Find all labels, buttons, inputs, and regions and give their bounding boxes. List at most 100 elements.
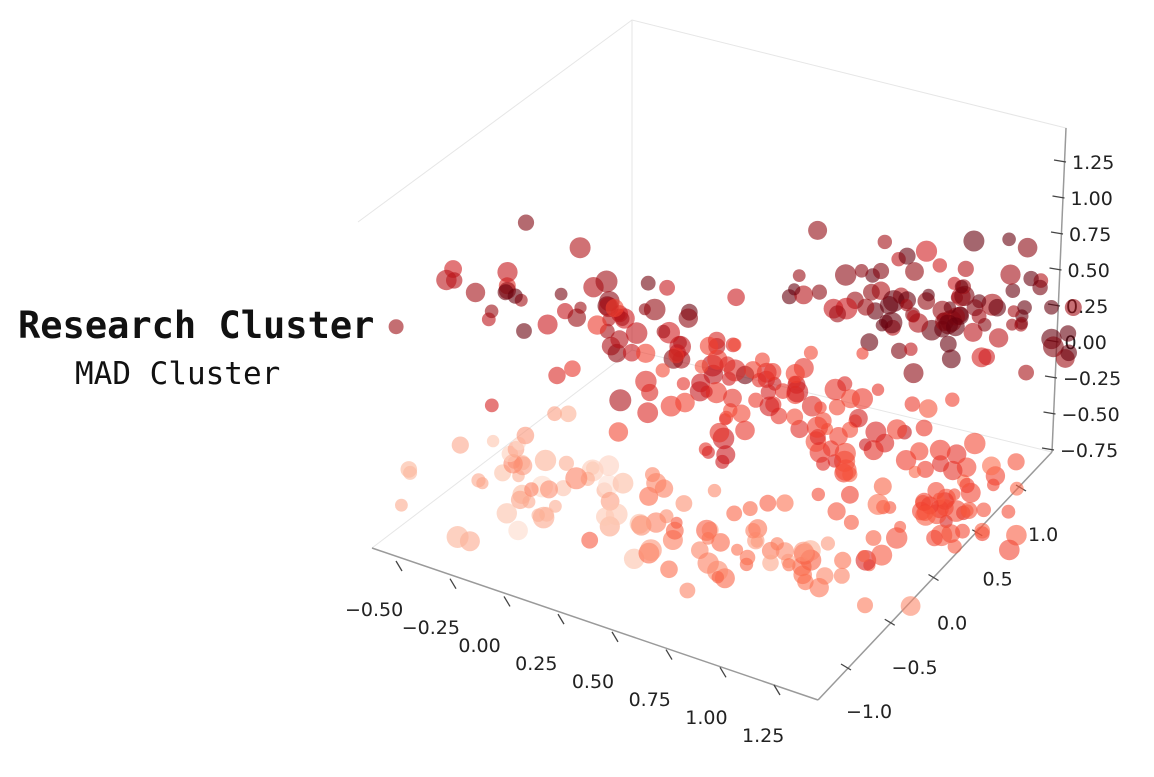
x-tick bbox=[773, 684, 781, 696]
data-point bbox=[595, 270, 618, 293]
z-tick-label: 0.75 bbox=[1069, 224, 1111, 246]
data-point bbox=[867, 493, 889, 515]
data-point bbox=[569, 237, 591, 259]
data-point bbox=[719, 356, 736, 373]
data-point bbox=[709, 422, 730, 443]
data-point bbox=[699, 336, 719, 356]
data-point bbox=[873, 477, 892, 496]
data-point bbox=[1007, 453, 1025, 471]
data-point bbox=[961, 504, 974, 517]
data-point bbox=[659, 279, 675, 296]
data-point bbox=[1044, 300, 1059, 315]
data-point bbox=[559, 405, 577, 423]
data-point bbox=[436, 269, 457, 291]
data-point bbox=[751, 373, 767, 388]
data-point bbox=[694, 359, 709, 374]
data-point bbox=[905, 262, 924, 281]
z-tick-label: −0.75 bbox=[1060, 440, 1118, 462]
data-point bbox=[808, 220, 828, 240]
data-point bbox=[922, 288, 935, 302]
data-point bbox=[898, 247, 916, 265]
y-tick bbox=[884, 618, 896, 626]
data-point bbox=[707, 483, 722, 498]
data-point bbox=[656, 324, 671, 339]
x-tick-label: 0.00 bbox=[458, 635, 500, 657]
data-point bbox=[531, 508, 545, 522]
z-tick bbox=[1041, 447, 1055, 451]
z-tick bbox=[1049, 267, 1062, 271]
data-point bbox=[735, 420, 755, 441]
data-point bbox=[929, 439, 951, 461]
data-point bbox=[665, 521, 684, 540]
data-point bbox=[723, 388, 742, 408]
data-point bbox=[508, 520, 528, 541]
data-point bbox=[678, 308, 698, 328]
data-point bbox=[927, 482, 945, 500]
data-point bbox=[872, 262, 890, 280]
data-point bbox=[728, 338, 742, 352]
z-tick bbox=[1053, 159, 1067, 163]
data-point bbox=[446, 526, 469, 548]
data-point bbox=[610, 330, 629, 349]
data-point bbox=[857, 597, 873, 614]
data-point bbox=[859, 438, 872, 452]
data-point bbox=[959, 477, 975, 494]
data-point bbox=[1060, 344, 1077, 362]
data-point bbox=[941, 349, 961, 369]
data-point bbox=[516, 426, 535, 445]
data-point bbox=[803, 345, 818, 360]
data-point bbox=[841, 485, 859, 504]
data-point bbox=[875, 319, 889, 332]
data-point bbox=[631, 515, 652, 536]
data-point bbox=[507, 288, 523, 304]
data-point bbox=[841, 389, 860, 409]
data-point bbox=[637, 402, 659, 424]
data-point bbox=[943, 460, 963, 481]
z-tick-label: −0.25 bbox=[1063, 368, 1121, 390]
data-point bbox=[675, 392, 695, 413]
data-point bbox=[827, 502, 846, 521]
data-point bbox=[451, 436, 469, 454]
data-point bbox=[811, 487, 825, 502]
z-tick-label: −0.50 bbox=[1062, 404, 1120, 426]
x-tick-label: −0.50 bbox=[345, 599, 403, 621]
data-point bbox=[907, 310, 920, 323]
data-point bbox=[762, 554, 779, 572]
data-point bbox=[775, 383, 791, 399]
data-point bbox=[640, 275, 656, 291]
data-point bbox=[484, 304, 499, 319]
data-point bbox=[792, 269, 806, 282]
data-points bbox=[388, 214, 1082, 616]
data-point bbox=[926, 529, 943, 547]
data-point bbox=[863, 283, 880, 301]
data-point bbox=[598, 455, 620, 476]
z-tick-label: 0.50 bbox=[1068, 260, 1110, 282]
data-point bbox=[900, 596, 921, 616]
data-point bbox=[755, 352, 770, 368]
data-point bbox=[537, 314, 558, 335]
data-point bbox=[877, 234, 892, 250]
data-point bbox=[894, 520, 907, 533]
chart-subtitle: MAD Cluster bbox=[75, 356, 281, 392]
data-point bbox=[900, 298, 913, 312]
data-point bbox=[1018, 364, 1034, 381]
data-point bbox=[886, 419, 908, 440]
data-point bbox=[668, 347, 685, 364]
data-point bbox=[770, 537, 784, 551]
data-point bbox=[1002, 232, 1016, 247]
data-point bbox=[750, 535, 763, 548]
z-tick-label: 1.00 bbox=[1071, 188, 1113, 210]
data-point bbox=[388, 319, 404, 335]
data-point bbox=[548, 366, 566, 385]
z-tick bbox=[1044, 375, 1058, 379]
data-point bbox=[748, 392, 764, 408]
data-point bbox=[915, 240, 938, 262]
data-point bbox=[788, 283, 801, 296]
tick-marks: 1.251.000.750.500.250.00−0.25−0.50−0.75−… bbox=[345, 152, 1121, 747]
y-tick bbox=[840, 663, 852, 671]
data-point bbox=[1006, 318, 1019, 331]
data-point bbox=[849, 408, 868, 428]
data-point bbox=[759, 494, 777, 512]
data-point bbox=[607, 343, 627, 363]
x-tick bbox=[503, 596, 511, 607]
